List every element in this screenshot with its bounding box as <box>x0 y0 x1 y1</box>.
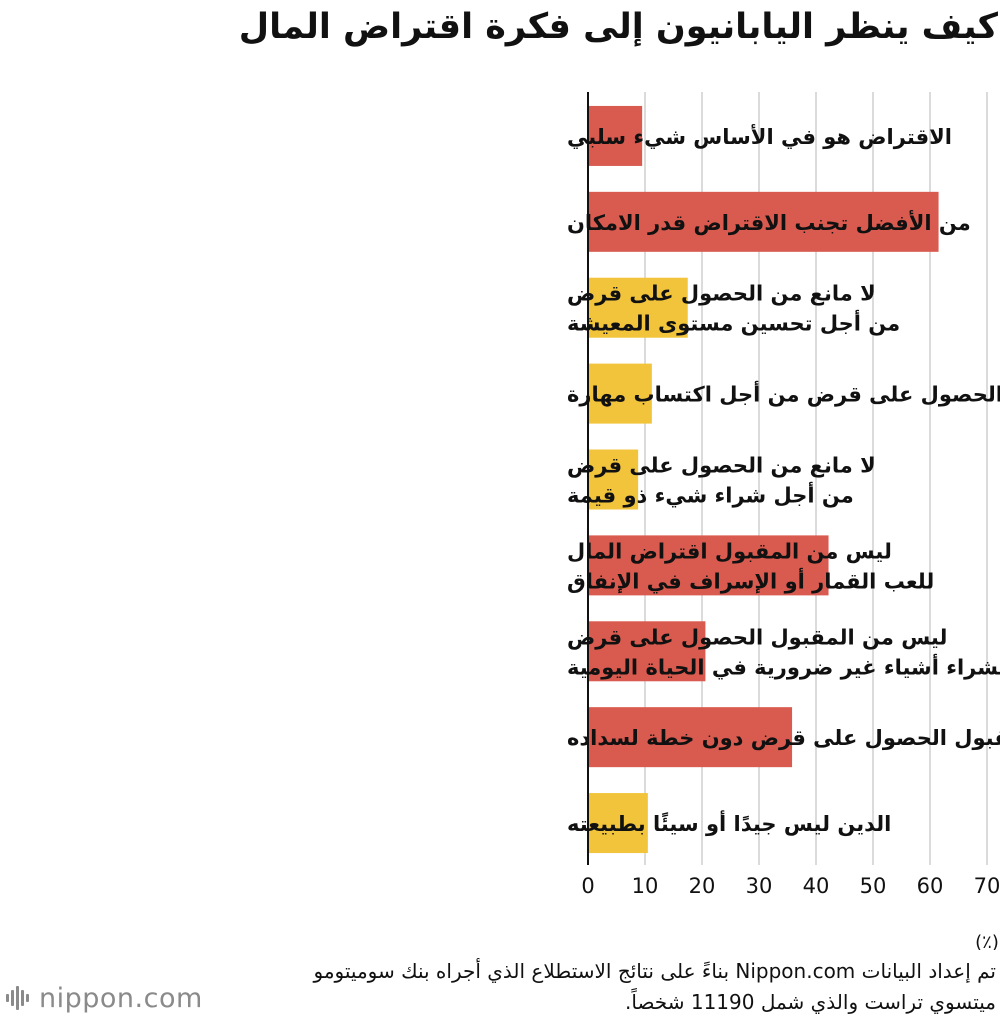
category-label-line: لا مانع من الحصول على قرض <box>567 282 876 306</box>
category-label-line: ليس من المقبول اقتراض المال <box>567 539 892 563</box>
x-tick-label: 20 <box>689 874 716 898</box>
category-label: ليس من المقبول الحصول على قرض لشراء أشياء… <box>567 625 1000 679</box>
x-tick-label: 0 <box>581 874 594 898</box>
x-tick-label: 30 <box>746 874 773 898</box>
category-label-line: من الأفضل تجنب الاقتراض قدر الامكان <box>567 209 971 235</box>
category-label: الدين ليس جيدًا أو سيئًا بطبيعته <box>567 809 891 836</box>
x-tick-label: 70 <box>974 874 1000 898</box>
category-label: لا مانع من الحصول على قرض من أجل شراء شيء… <box>567 454 876 508</box>
x-tick-labels: 0 10 20 30 40 50 60 70 <box>581 874 1000 898</box>
category-label: لا مانع من الحصول على قرض من أجل تحسين مس… <box>567 282 900 336</box>
bar <box>588 191 939 252</box>
category-label-line: ليس من المقبول الحصول على قرض دون خطة لس… <box>567 726 1000 750</box>
bar <box>588 707 793 768</box>
category-labels: الاقتراض هو في الأساس شيء سلبي من الأفضل … <box>567 123 1000 836</box>
bar <box>588 277 688 338</box>
x-tick-label: 60 <box>917 874 944 898</box>
category-label-line: من أجل شراء شيء ذو قيمة <box>567 481 854 508</box>
category-label-line: لا مانع من الحصول على قرض <box>567 454 876 478</box>
bar <box>588 535 829 596</box>
unit-label: (٪) <box>975 932 999 950</box>
chart-title: كيف ينظر اليابانيون إلى فكرة اقتراض الما… <box>238 7 998 47</box>
x-tick-label: 10 <box>632 874 659 898</box>
category-label: ليس من المقبول اقتراض المال للعب القمار أ… <box>567 539 934 593</box>
category-label-line: ليس من المقبول الحصول على قرض <box>567 625 947 649</box>
bar <box>588 621 706 682</box>
bars <box>588 105 939 854</box>
bar-chart: الاقتراض هو في الأساس شيء سلبي من الأفضل … <box>567 92 1000 950</box>
category-label: من الأفضل تجنب الاقتراض قدر الامكان <box>567 209 971 235</box>
category-label-line: للعب القمار أو الإسراف في الإنفاق <box>567 566 934 593</box>
bar <box>588 449 639 510</box>
category-label: ليس من المقبول الحصول على قرض دون خطة لس… <box>567 726 1000 750</box>
x-tick-label: 40 <box>803 874 830 898</box>
category-label: الاقتراض هو في الأساس شيء سلبي <box>567 123 952 149</box>
category-label-line: لشراء أشياء غير ضرورية في الحياة اليومية <box>567 652 1000 679</box>
category-label: لا مانع من الحصول على قرض من أجل اكتساب … <box>567 380 1000 407</box>
category-label-line: الدين ليس جيدًا أو سيئًا بطبيعته <box>567 809 891 836</box>
soundwave-icon <box>6 986 29 1010</box>
logo-text: nippon.com <box>39 982 203 1014</box>
bar <box>588 105 643 166</box>
category-label-line: لا مانع من الحصول على قرض من أجل اكتساب … <box>567 380 1000 407</box>
category-label-line: من أجل تحسين مستوى المعيشة <box>567 309 900 336</box>
bar <box>588 363 652 424</box>
source-note: تم إعداد البيانات Nippon.com بناءً على ن… <box>313 959 997 1014</box>
nippon-logo[interactable]: nippon.com <box>6 982 203 1014</box>
bar <box>588 793 648 854</box>
x-tick-label: 50 <box>860 874 887 898</box>
category-label-line: الاقتراض هو في الأساس شيء سلبي <box>567 123 952 149</box>
